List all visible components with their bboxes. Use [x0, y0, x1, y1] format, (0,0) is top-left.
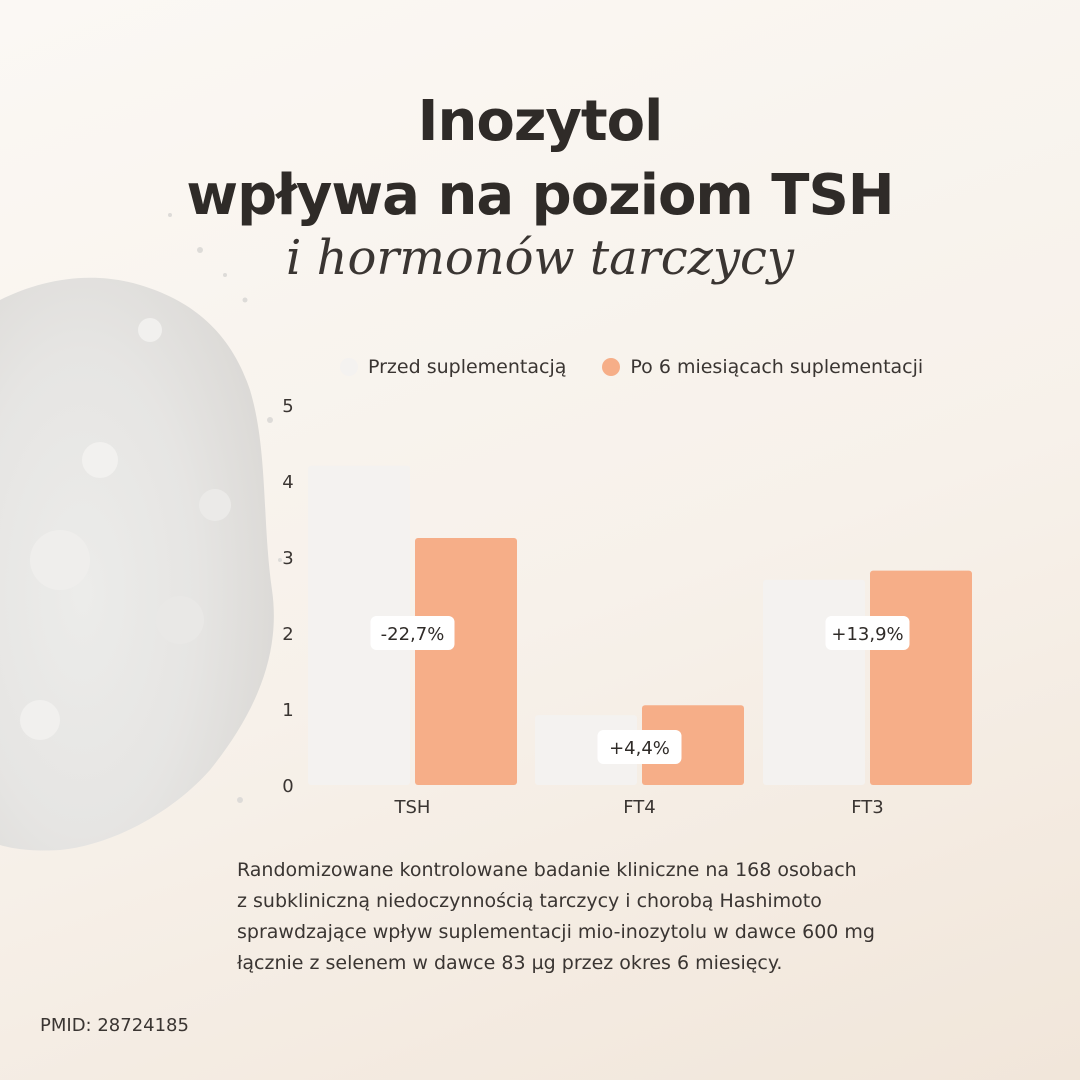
legend-swatch-before [340, 358, 358, 376]
bar-tsh-after [415, 538, 517, 785]
change-label: +4,4% [609, 738, 670, 759]
title-line-3: i hormonów tarczycy [285, 230, 795, 286]
bar-ft3-before [763, 579, 865, 785]
legend-item-after: Po 6 miesiącach suplementacji [602, 356, 923, 378]
bar-chart: 0 1 2 3 4 5 TSH FT4 FT3 -22,7% +4,4% +13,9% [282, 396, 972, 818]
powder-image [0, 213, 282, 851]
description-line: sprawdzające wpływ suplementacji mio-ino… [237, 921, 875, 943]
study-description: Randomizowane kontrolowane badanie klini… [237, 855, 997, 979]
legend-item-before: Przed suplementacją [340, 356, 566, 378]
x-tick-label: FT4 [623, 797, 655, 818]
bar-ft3-after [870, 570, 972, 785]
bar-tsh-before [308, 465, 410, 785]
y-tick-label: 1 [282, 700, 293, 721]
description-line: z subkliniczną niedoczynnością tarczycy … [237, 890, 822, 912]
description-line: łącznie z selenem w dawce 83 µg przez ok… [237, 952, 783, 974]
y-tick-label: 2 [282, 624, 293, 645]
title-line-1: Inozytol [417, 89, 664, 154]
change-badge [825, 616, 910, 650]
pmid-reference: PMID: 28724185 [40, 1015, 189, 1036]
change-label: -22,7% [381, 624, 445, 645]
change-badge [597, 730, 682, 764]
bar-ft4-after [642, 705, 744, 785]
y-tick-label: 0 [282, 776, 293, 797]
legend-swatch-after [602, 358, 621, 376]
x-tick-label: TSH [394, 797, 431, 818]
y-tick-label: 5 [282, 396, 293, 417]
chart-legend: Przed suplementacją Po 6 miesiącach supl… [340, 354, 959, 380]
legend-label-after: Po 6 miesiącach suplementacji [630, 356, 924, 378]
change-badge [370, 616, 455, 650]
title-line-2: wpływa na poziom TSH [186, 163, 894, 228]
y-tick-label: 3 [282, 548, 293, 569]
y-tick-label: 4 [282, 472, 293, 493]
x-tick-label: FT3 [851, 797, 883, 818]
description-line: Randomizowane kontrolowane badanie klini… [237, 859, 857, 881]
change-label: +13,9% [831, 624, 903, 645]
legend-label-before: Przed suplementacją [368, 356, 567, 378]
